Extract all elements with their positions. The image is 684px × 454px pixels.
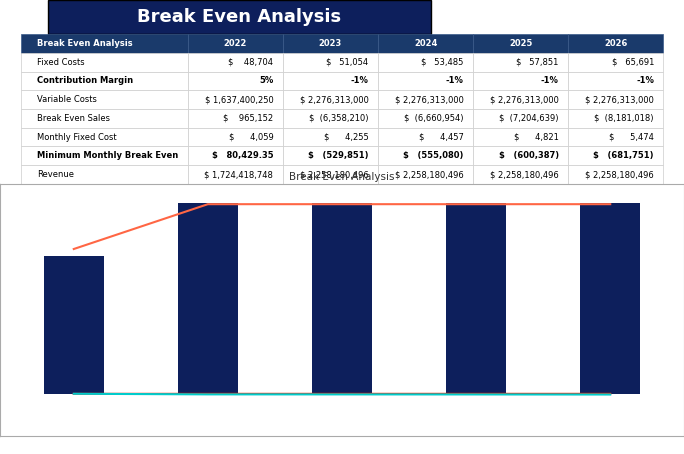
Bar <box>446 202 506 394</box>
Bar <box>178 202 238 394</box>
Bar <box>312 202 372 394</box>
Bar <box>580 202 640 394</box>
Title: Break Even Analysis: Break Even Analysis <box>289 172 395 182</box>
Bar <box>44 257 104 394</box>
FancyBboxPatch shape <box>48 0 431 34</box>
Text: Break Even Analysis: Break Even Analysis <box>137 8 341 26</box>
